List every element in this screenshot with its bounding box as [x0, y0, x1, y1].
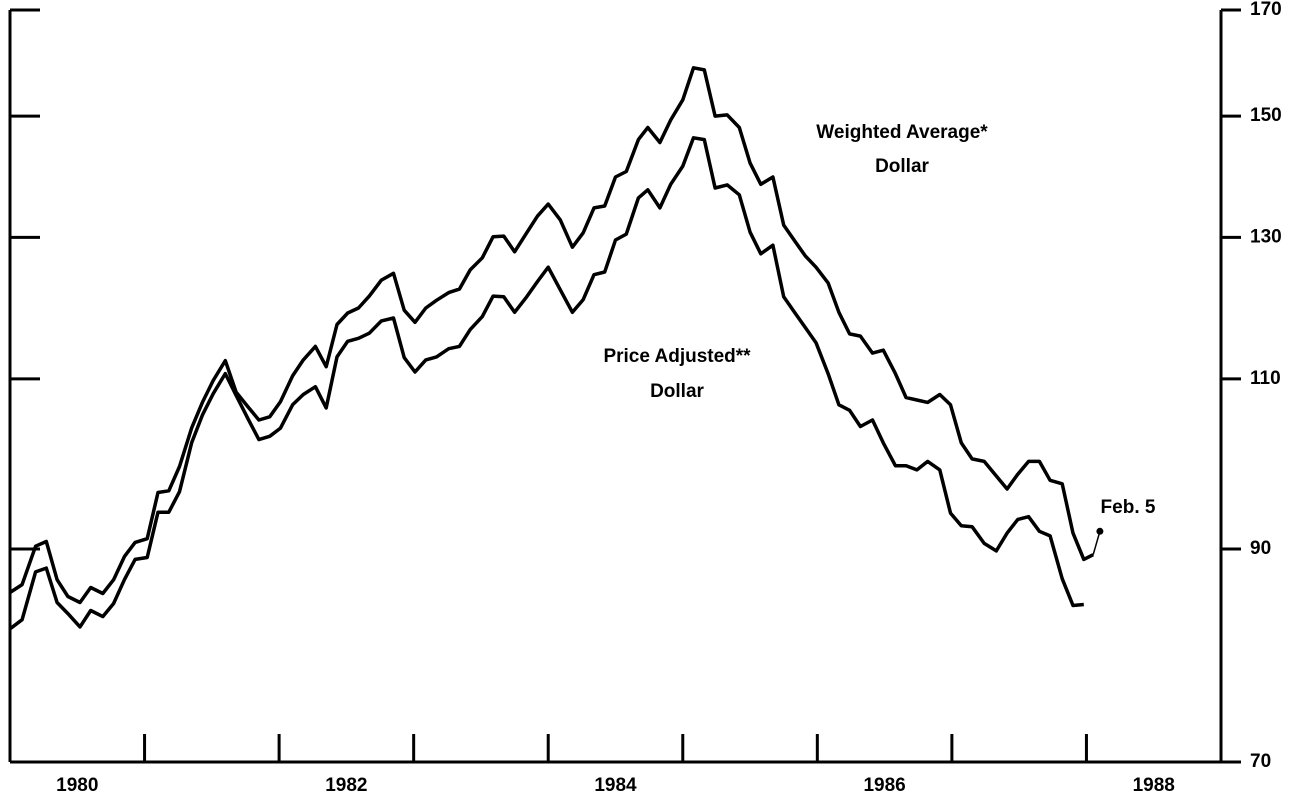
- y-tick-label: 130: [1250, 226, 1282, 247]
- x-tick-label: 1986: [863, 775, 905, 796]
- series-label: Price Adjusted**: [603, 346, 751, 367]
- x-tick-label: 1988: [1133, 775, 1175, 796]
- y-tick-label: 90: [1250, 538, 1271, 559]
- series-line: [9, 66, 1094, 605]
- y-tick-label: 110: [1250, 368, 1281, 389]
- x-tick-label: 1982: [325, 775, 367, 796]
- feb-point: [1096, 527, 1104, 535]
- y-tick-label: 150: [1250, 105, 1282, 126]
- series-label: Dollar: [875, 156, 929, 177]
- series-label: Dollar: [650, 381, 704, 402]
- connector: [1092, 531, 1101, 555]
- y-tick-label: 170: [1250, 0, 1282, 20]
- x-tick-label: 1984: [594, 775, 637, 796]
- annotation: Feb. 5: [1101, 497, 1156, 518]
- series-label: Weighted Average*: [816, 122, 988, 143]
- y-tick-label: 70: [1250, 751, 1271, 772]
- x-tick-label: 1980: [56, 775, 98, 796]
- series-line: [8, 136, 1084, 631]
